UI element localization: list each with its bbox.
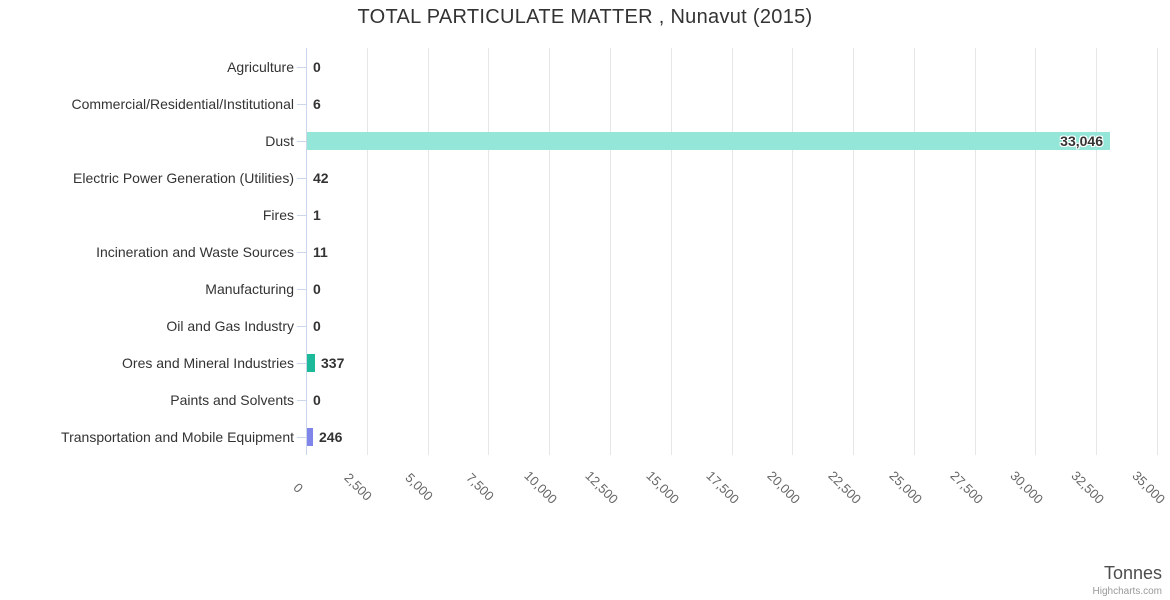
x-axis-label: 7,500 xyxy=(463,470,497,504)
category-tick xyxy=(297,178,306,179)
gridline xyxy=(732,48,733,455)
category-label: Electric Power Generation (Utilities) xyxy=(73,170,294,186)
value-label: 337 xyxy=(321,355,345,371)
value-label: 0 xyxy=(313,318,321,334)
x-axis-label: 20,000 xyxy=(764,467,804,507)
chart-title: TOTAL PARTICULATE MATTER , Nunavut (2015… xyxy=(357,6,813,28)
gridline xyxy=(975,48,976,455)
x-axis-label: 22,500 xyxy=(825,467,865,507)
category-tick xyxy=(297,67,306,68)
gridline xyxy=(792,48,793,455)
highcharts-credit-link[interactable]: Highcharts.com xyxy=(1092,586,1162,597)
category-tick xyxy=(297,326,306,327)
category-tick xyxy=(297,252,306,253)
x-axis-label: 30,000 xyxy=(1007,467,1047,507)
x-axis-label: 5,000 xyxy=(402,470,436,504)
category-label: Incineration and Waste Sources xyxy=(96,244,294,260)
x-axis-label: 32,500 xyxy=(1068,467,1108,507)
category-tick xyxy=(297,437,306,438)
category-label: Manufacturing xyxy=(205,281,294,297)
x-axis-label: 17,500 xyxy=(703,467,743,507)
category-tick xyxy=(297,289,306,290)
category-tick xyxy=(297,141,306,142)
category-label: Oil and Gas Industry xyxy=(166,318,294,334)
gridline xyxy=(428,48,429,455)
value-label: 11 xyxy=(313,244,328,260)
bar[interactable] xyxy=(307,354,315,372)
category-label: Commercial/Residential/Institutional xyxy=(71,96,294,112)
value-label: 0 xyxy=(313,59,321,75)
value-label: 246 xyxy=(319,429,343,445)
gridline xyxy=(549,48,550,455)
gridline xyxy=(914,48,915,455)
gridline xyxy=(367,48,368,455)
value-label: 0 xyxy=(313,392,321,408)
bar[interactable] xyxy=(307,428,313,446)
category-tick xyxy=(297,363,306,364)
value-label: 1 xyxy=(313,207,321,223)
gridline xyxy=(671,48,672,455)
value-label: 6 xyxy=(313,96,321,112)
category-label: Fires xyxy=(262,207,294,223)
x-axis-label: 35,000 xyxy=(1129,467,1169,507)
category-tick xyxy=(297,400,306,401)
x-axis-label: 27,500 xyxy=(946,467,986,507)
x-axis-label: 0 xyxy=(289,479,306,496)
gridline xyxy=(853,48,854,455)
value-label: 0 xyxy=(313,281,321,297)
gridline xyxy=(488,48,489,455)
category-label: Ores and Mineral Industries xyxy=(122,355,294,371)
x-axis-label: 25,000 xyxy=(886,467,925,507)
category-tick xyxy=(297,215,306,216)
category-label: Agriculture xyxy=(227,59,294,75)
category-tick xyxy=(297,104,306,105)
gridline xyxy=(1157,48,1158,455)
x-axis-label: 10,000 xyxy=(521,467,561,507)
category-label: Transportation and Mobile Equipment xyxy=(61,429,294,445)
x-axis-label: 15,000 xyxy=(642,467,682,507)
y-axis-line xyxy=(306,48,307,455)
value-label: 33,046 xyxy=(1060,133,1103,149)
category-label: Paints and Solvents xyxy=(170,392,294,408)
gridline xyxy=(1096,48,1097,455)
x-axis-title: Tonnes xyxy=(1103,563,1162,583)
value-label: 42 xyxy=(313,170,329,186)
gridline xyxy=(1035,48,1036,455)
category-label: Dust xyxy=(265,133,294,149)
x-axis-label: 2,500 xyxy=(341,470,376,504)
bar[interactable] xyxy=(307,132,1110,150)
gridline xyxy=(610,48,611,455)
x-axis-label: 12,500 xyxy=(582,467,621,507)
